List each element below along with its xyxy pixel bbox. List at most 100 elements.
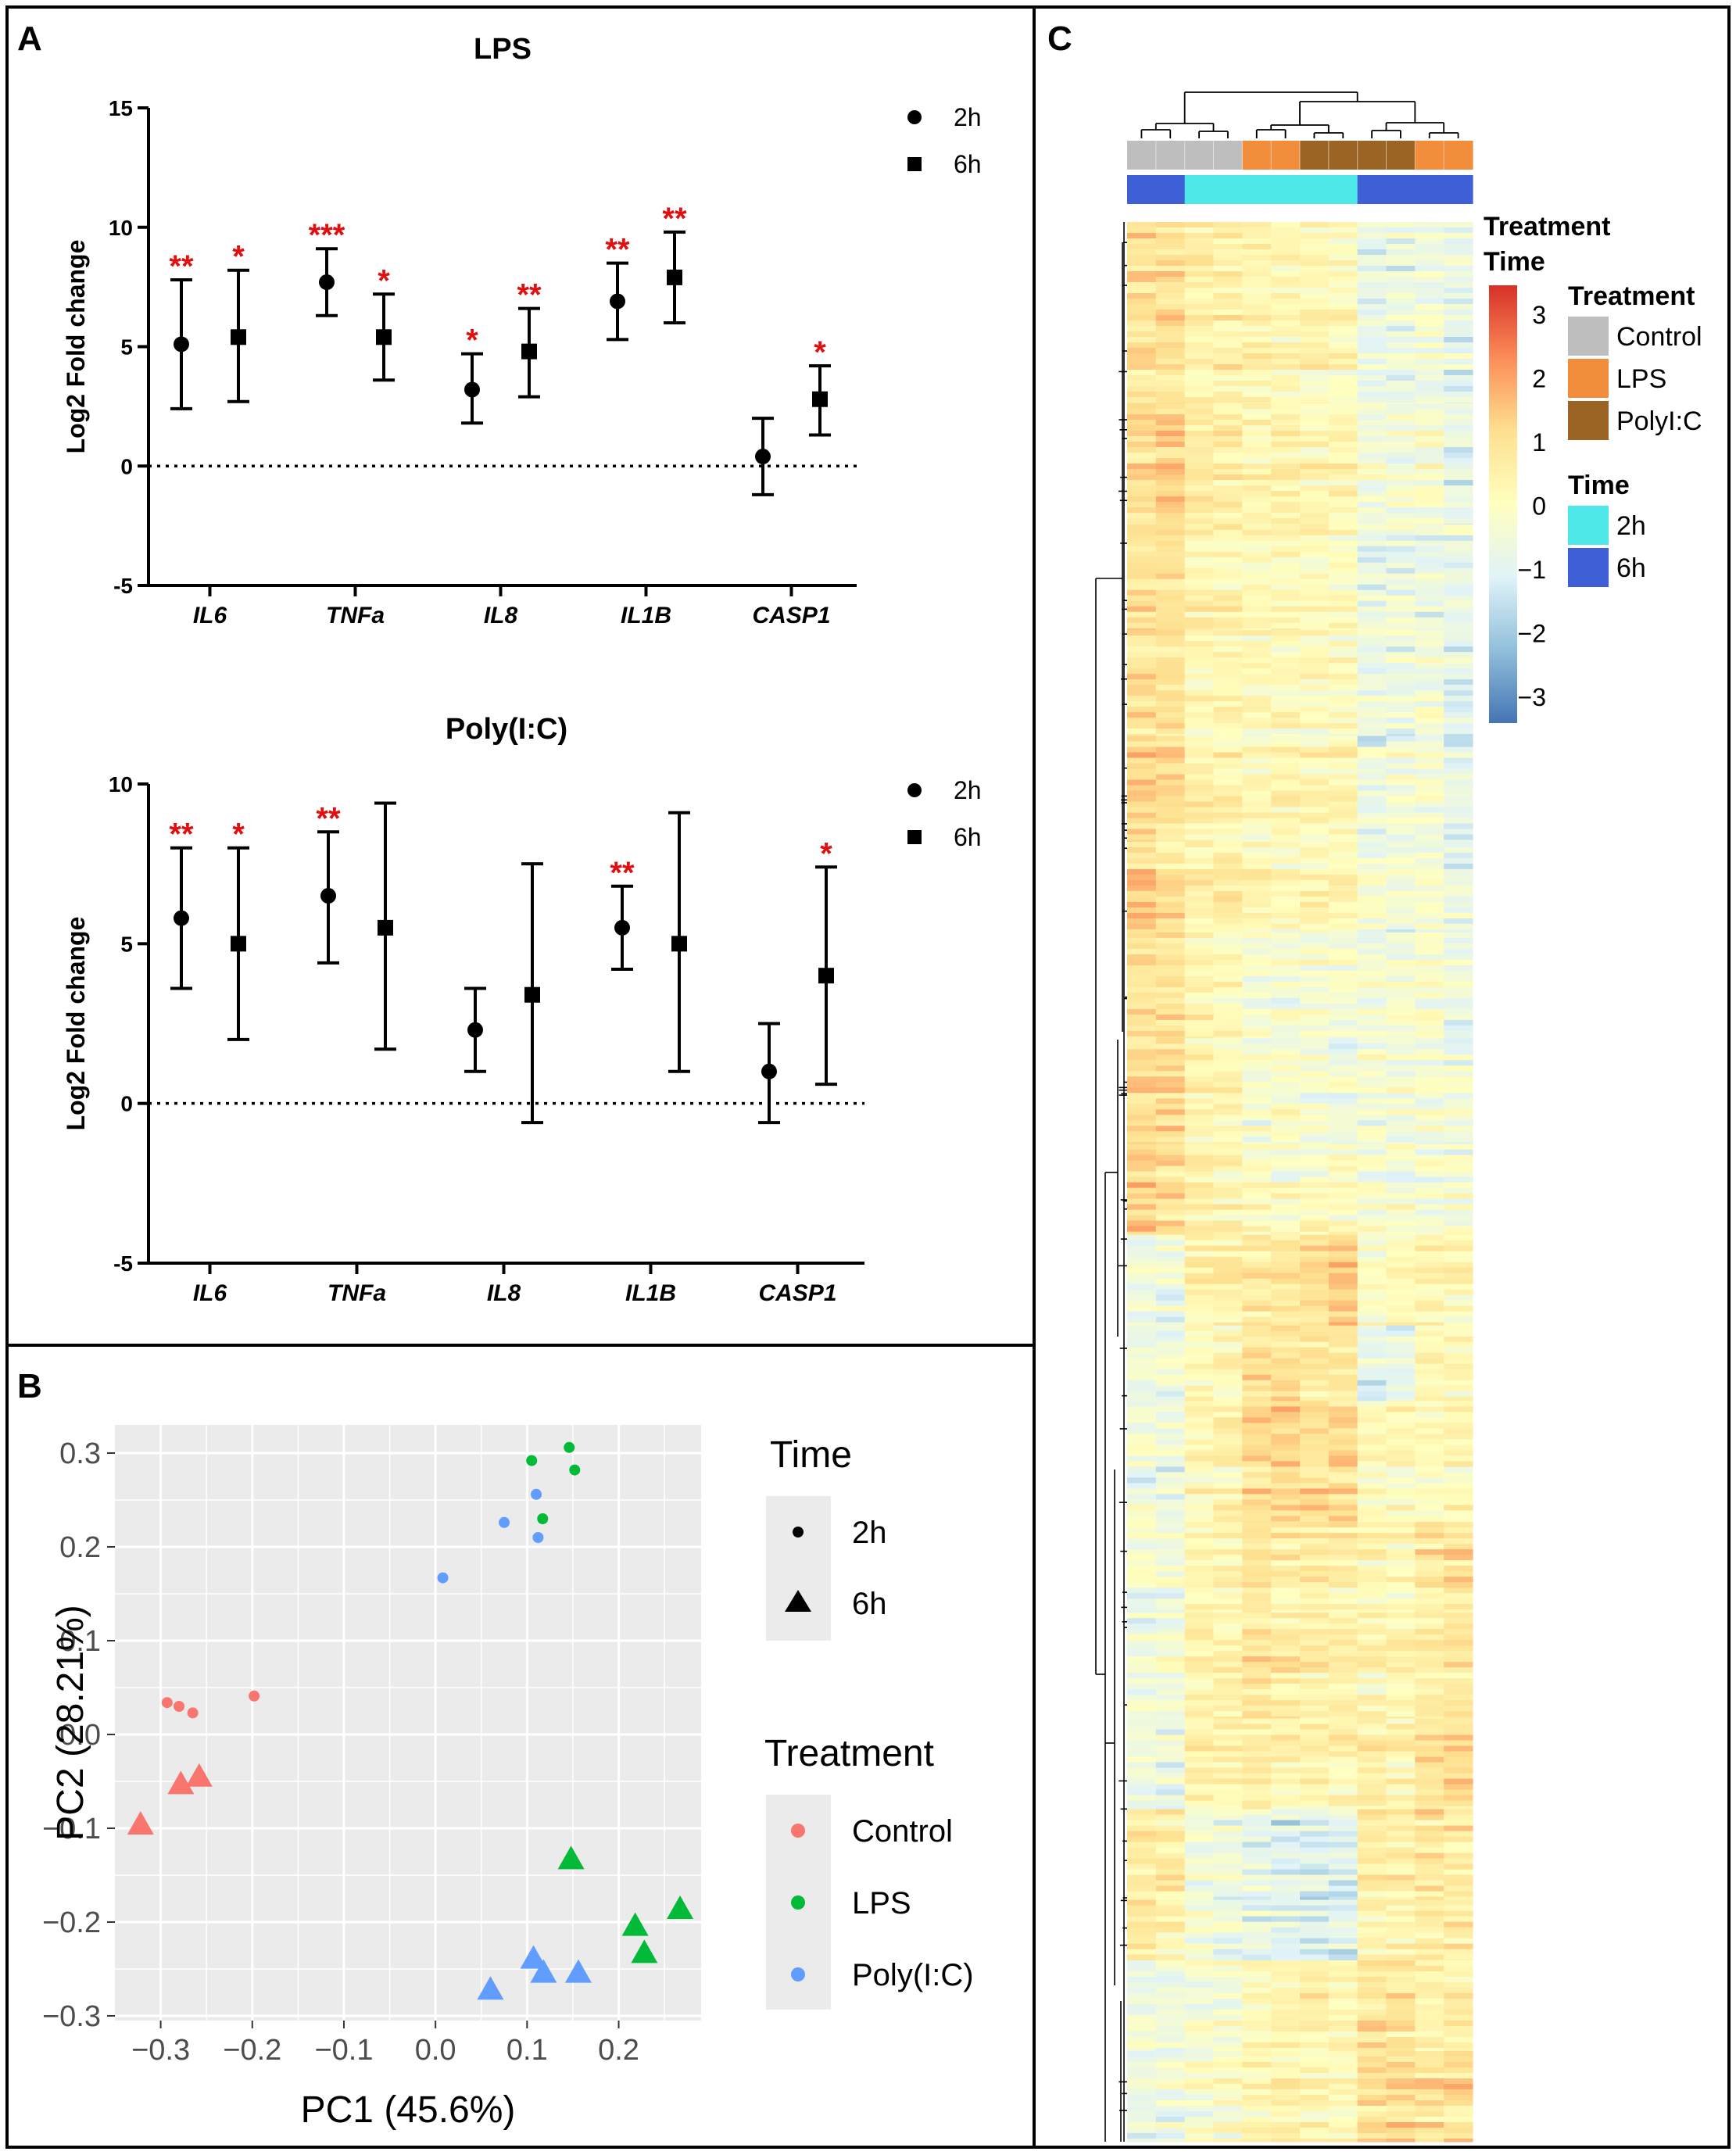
heatmap-cell [1271, 1204, 1301, 1211]
heatmap-cell [1328, 342, 1358, 349]
heatmap-cell [1271, 674, 1301, 680]
heatmap-cell [1328, 1510, 1358, 1517]
heatmap-cell [1357, 2020, 1387, 2027]
heatmap-cell [1300, 315, 1330, 321]
heatmap-cell [1271, 1488, 1301, 1495]
heatmap-cell [1127, 1869, 1157, 1876]
heatmap-cell [1300, 1510, 1330, 1517]
heatmap-cell [1300, 812, 1330, 819]
heatmap-cell [1444, 2050, 1473, 2057]
heatmap-cell [1242, 1998, 1272, 2005]
heatmap-cell [1328, 2056, 1358, 2063]
heatmap-cell [1184, 1305, 1215, 1312]
heatmap-cell [1300, 1412, 1330, 1419]
heatmap-cell [1415, 912, 1444, 919]
heatmap-cell [1386, 2047, 1416, 2052]
heatmap-cell [1242, 392, 1272, 398]
heatmap-cell [1155, 1483, 1186, 1490]
heatmap-cell [1357, 801, 1387, 808]
heatmap-cell [1127, 370, 1157, 376]
heatmap-cell [1415, 485, 1444, 492]
heatmap-cell [1155, 1689, 1186, 1695]
heatmap-cell [1328, 507, 1358, 514]
heatmap-cell [1213, 790, 1243, 797]
heatmap-cell [1386, 1256, 1416, 1263]
heatmap-cell [1444, 763, 1473, 770]
heatmap-cell [1213, 1305, 1243, 1312]
heatmap-cell [1271, 442, 1301, 448]
heatmap-cell [1357, 1740, 1387, 1747]
heatmap-cell [1386, 736, 1416, 743]
heatmap-cell [1300, 1651, 1330, 1657]
heatmap-cell [1415, 1245, 1444, 1252]
heatmap-cell [1155, 1380, 1186, 1387]
heatmap-cell [1242, 1220, 1272, 1227]
heatmap-cell [1357, 375, 1387, 381]
heatmap-cell [1127, 701, 1157, 707]
heatmap-cell [1155, 1544, 1186, 1550]
heatmap-cell [1328, 1234, 1358, 1241]
legend-marker-2h [793, 1527, 804, 1537]
heatmap-cell [1386, 679, 1416, 686]
heatmap-cell [1386, 868, 1416, 875]
heatmap-cell [1127, 386, 1157, 392]
heatmap-cell [1415, 529, 1444, 536]
heatmap-cell [1242, 1120, 1272, 1126]
heatmap-cell [1444, 1082, 1473, 1088]
annotation-time-cell [1328, 175, 1358, 204]
heatmap-cell [1386, 425, 1416, 431]
heatmap-cell [1155, 535, 1186, 542]
heatmap-cell [1444, 282, 1473, 288]
heatmap-cell [1386, 611, 1416, 618]
heatmap-cell [1357, 1640, 1387, 1646]
heatmap-cell [1415, 690, 1444, 696]
heatmap-cell [1415, 1825, 1444, 1832]
heatmap-cell [1357, 1706, 1387, 1712]
heatmap-cell [1242, 757, 1272, 764]
heatmap-cell [1328, 1060, 1358, 1066]
heatmap-cell [1271, 1120, 1301, 1126]
heatmap-cell [1184, 2047, 1215, 2052]
heatmap-cell [1213, 2138, 1243, 2142]
heatmap-cell [1328, 1488, 1358, 1495]
heatmap-cell [1127, 1461, 1157, 1468]
heatmap-cell [1213, 912, 1243, 919]
heatmap-cell [1328, 1003, 1358, 1010]
heatmap-cell [1242, 1131, 1272, 1137]
heatmap-cell [1415, 1623, 1444, 1630]
heatmap-cell [1184, 1588, 1215, 1594]
heatmap-cell [1155, 1820, 1186, 1827]
heatmap-cell [1155, 1401, 1186, 1408]
heatmap-cell [1415, 986, 1444, 993]
heatmap-cell [1127, 2014, 1157, 2021]
heatmap-cell [1300, 1336, 1330, 1343]
heatmap-cell [1444, 1869, 1473, 1876]
heatmap-cell [1386, 1461, 1416, 1468]
heatmap-cell [1386, 948, 1416, 955]
heatmap-cell [1328, 392, 1358, 398]
heatmap-cell [1328, 1795, 1358, 1802]
heatmap-cell [1357, 1231, 1387, 1236]
heatmap-cell [1127, 2061, 1157, 2068]
heatmap-cell [1386, 1623, 1416, 1630]
heatmap-cell [1300, 1809, 1330, 1816]
heatmap-cell [1213, 364, 1243, 371]
heatmap-cell [1415, 1444, 1444, 1452]
heatmap-cell [1184, 589, 1215, 596]
heatmap-cell [1386, 879, 1416, 886]
heatmap-cell [1213, 502, 1243, 508]
heatmap-cell [1184, 1187, 1215, 1194]
heatmap-cell [1184, 723, 1215, 729]
heatmap-cell [1271, 1019, 1301, 1026]
heatmap-cell [1155, 1516, 1186, 1523]
heatmap-cell [1155, 879, 1186, 886]
heatmap-cell [1444, 868, 1473, 875]
heatmap-cell [1242, 1215, 1272, 1222]
heatmap-cell [1242, 668, 1272, 675]
heatmap-cell [1213, 392, 1243, 398]
heatmap-cell [1184, 1330, 1215, 1337]
heatmap-cell [1213, 1149, 1243, 1156]
heatmap-cell [1127, 652, 1157, 658]
heatmap-cell [1184, 890, 1215, 897]
heatmap-cell [1386, 1718, 1416, 1725]
